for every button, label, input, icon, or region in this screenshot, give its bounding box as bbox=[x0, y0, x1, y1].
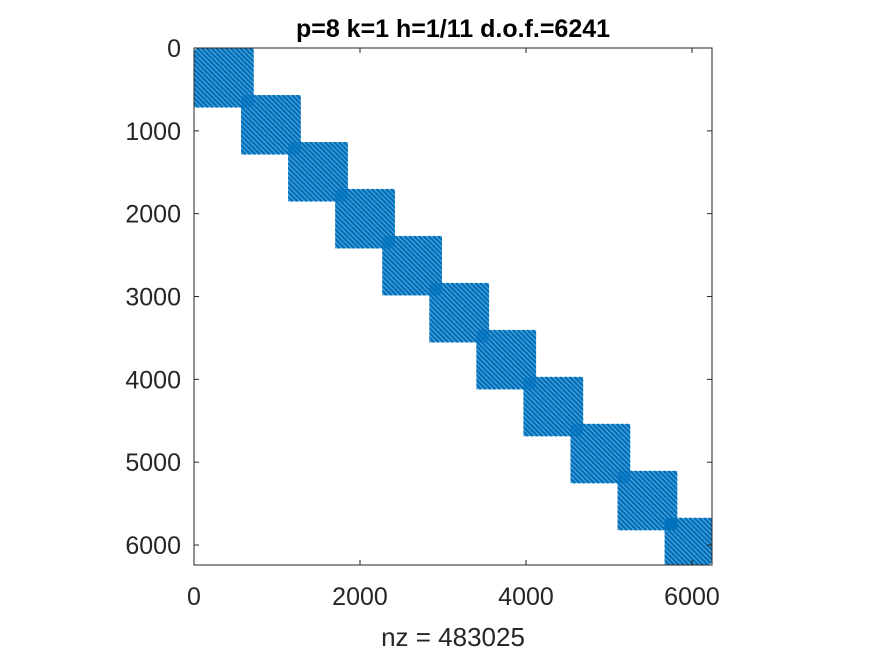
plot-area: 0 2000 4000 6000 0 1000 2000 3000 4000 5000 6000 bbox=[125, 35, 720, 611]
x-tick-label: 6000 bbox=[664, 583, 720, 611]
nonzero-block-9 bbox=[570, 423, 631, 484]
x-tick-label: 4000 bbox=[498, 583, 554, 611]
y-axis-ticks: 0 1000 2000 3000 4000 5000 6000 bbox=[125, 35, 712, 560]
x-tick-label: 2000 bbox=[332, 583, 388, 611]
x-tick-label: 0 bbox=[187, 583, 201, 611]
nonzero-block-4 bbox=[335, 188, 395, 249]
nonzero-blocks bbox=[194, 48, 712, 565]
nonzero-block-8 bbox=[523, 376, 584, 437]
y-tick-label: 2000 bbox=[125, 201, 181, 229]
x-axis-ticks: 0 2000 4000 6000 bbox=[187, 48, 720, 611]
y-tick-label: 3000 bbox=[125, 284, 181, 312]
axes-box bbox=[193, 47, 713, 566]
chart-title: p=8 k=1 h=1/11 d.o.f.=6241 bbox=[296, 15, 610, 43]
y-tick-label: 0 bbox=[167, 35, 181, 63]
y-tick-label: 5000 bbox=[125, 449, 181, 477]
y-tick-label: 6000 bbox=[125, 532, 181, 560]
nonzero-block-7 bbox=[476, 329, 537, 390]
x-axis-label: nz = 483025 bbox=[381, 622, 525, 652]
y-tick-label: 4000 bbox=[125, 366, 181, 394]
y-tick-label: 1000 bbox=[125, 118, 181, 146]
nonzero-block-1 bbox=[194, 48, 254, 108]
nonzero-block-2 bbox=[241, 94, 301, 155]
nonzero-block-11 bbox=[664, 517, 712, 565]
nonzero-block-5 bbox=[382, 235, 443, 296]
